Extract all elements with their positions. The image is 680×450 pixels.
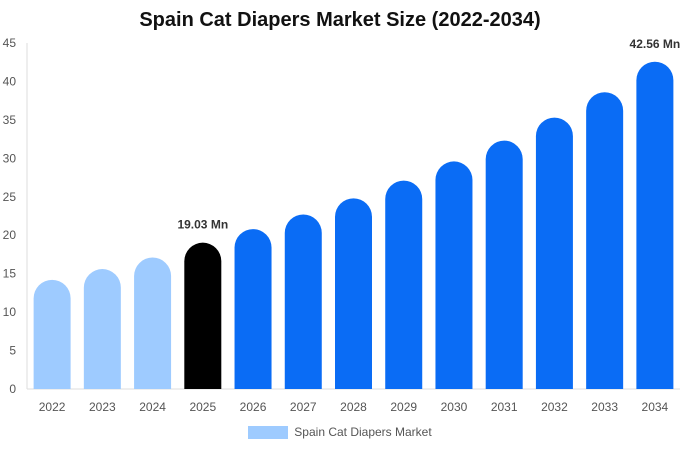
legend-swatch xyxy=(248,425,289,439)
bar-2027 xyxy=(284,214,322,389)
legend-label: Spain Cat Diapers Market xyxy=(294,425,432,439)
y-tick-label: 0 xyxy=(9,382,16,396)
y-tick-label: 30 xyxy=(3,151,17,165)
x-tick-label: 2027 xyxy=(290,400,317,414)
bar-2031 xyxy=(485,140,523,389)
x-tick-label: 2031 xyxy=(491,400,518,414)
y-tick-label: 40 xyxy=(3,74,17,88)
x-tick-label: 2028 xyxy=(340,400,367,414)
bar-2030 xyxy=(435,161,473,389)
x-tick-label: 2022 xyxy=(39,400,66,414)
x-tick-label: 2033 xyxy=(591,400,618,414)
x-tick-label: 2030 xyxy=(441,400,468,414)
x-tick-label: 2024 xyxy=(139,400,166,414)
x-tick-label: 2023 xyxy=(89,400,116,414)
bar-2028 xyxy=(335,198,372,389)
bar-2026 xyxy=(234,229,272,389)
bar-2034 xyxy=(636,61,674,389)
x-tick-label: 2029 xyxy=(390,400,417,414)
y-tick-label: 5 xyxy=(9,344,16,358)
bar-2022 xyxy=(33,279,71,389)
y-tick-label: 10 xyxy=(3,305,17,319)
x-tick-label: 2034 xyxy=(642,400,669,414)
bar-2029 xyxy=(385,180,423,389)
data-label-2025: 19.03 Mn xyxy=(177,218,228,232)
bar-2033 xyxy=(586,92,624,389)
chart-title: Spain Cat Diapers Market Size (2022-2034… xyxy=(139,9,541,31)
bar-2023 xyxy=(83,269,121,389)
x-tick-label: 2026 xyxy=(240,400,267,414)
bar-2032 xyxy=(535,117,573,390)
legend: Spain Cat Diapers Market xyxy=(0,425,680,439)
y-tick-label: 45 xyxy=(3,36,17,50)
y-tick-label: 20 xyxy=(3,228,17,242)
x-tick-label: 2032 xyxy=(541,400,568,414)
bar-2024 xyxy=(134,257,172,389)
y-tick-label: 35 xyxy=(3,113,17,127)
y-tick-label: 15 xyxy=(3,267,17,281)
y-tick-label: 25 xyxy=(3,190,17,204)
x-tick-label: 2025 xyxy=(189,400,216,414)
bar-2025 xyxy=(184,242,222,389)
data-label-2034: 42.56 Mn xyxy=(630,37,680,51)
